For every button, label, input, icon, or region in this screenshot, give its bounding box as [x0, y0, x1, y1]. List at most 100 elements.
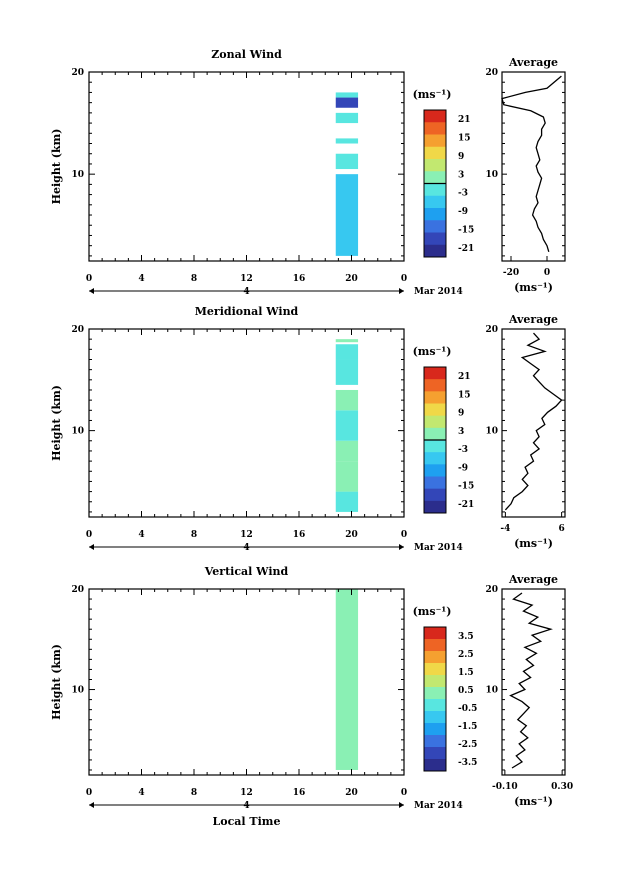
- average-x-tick-label: 0: [544, 268, 550, 278]
- colorbar-tick-label: 3.5: [458, 632, 474, 642]
- colorbar-segment: [424, 663, 446, 676]
- average-profile-line: [501, 75, 562, 252]
- colorbar-tick-label: -15: [458, 225, 474, 235]
- colorbar-segment: [424, 699, 446, 712]
- colorbar-segment: [424, 651, 446, 664]
- colorbar-tick-label: -3: [458, 189, 468, 199]
- colorbar-segment: [424, 500, 446, 514]
- average-frame: [501, 328, 566, 518]
- heatmap-cell-4: [335, 97, 359, 108]
- panel-title: Vertical Wind: [204, 565, 289, 578]
- colorbar-segment: [424, 195, 446, 209]
- x-tick-label: 20: [345, 530, 358, 540]
- y-axis-label: Height (km): [50, 385, 63, 461]
- date-axis-end-marker: [399, 802, 404, 808]
- heatmap-cell-1: [335, 461, 359, 492]
- colorbar-segment: [424, 488, 446, 502]
- colorbar-segment: [424, 134, 446, 148]
- average-x-tick-label: 6: [558, 524, 564, 534]
- panel-0: [88, 71, 566, 294]
- date-day-label: 4: [243, 543, 249, 553]
- colorbar-segment: [424, 440, 446, 453]
- heatmap-cell-3: [335, 112, 359, 124]
- date-month-label: Mar 2014: [414, 801, 463, 811]
- colorbar-segment: [424, 208, 446, 221]
- y-tick-label: 20: [71, 325, 84, 335]
- colorbar-tick-label: 3: [458, 170, 464, 180]
- y-axis-label: Height (km): [50, 644, 63, 720]
- colorbar-segment: [424, 122, 446, 135]
- colorbar-segment: [424, 367, 446, 380]
- date-axis-start-marker: [89, 802, 94, 808]
- heatmap-cell-5: [335, 359, 359, 385]
- x-tick-label: 16: [293, 274, 306, 284]
- colorbar-frame: [423, 626, 447, 772]
- colorbar-segment: [424, 675, 446, 688]
- average-x-label: (ms⁻¹): [514, 795, 553, 808]
- colorbar-segment: [424, 759, 446, 772]
- colorbar-tick-label: 21: [458, 115, 471, 125]
- date-day-label: 4: [243, 801, 249, 811]
- x-tick-label: 4: [138, 274, 144, 284]
- colorbar-segment: [424, 687, 446, 700]
- x-tick-label: 16: [293, 530, 306, 540]
- colorbar-tick-label: -0.5: [458, 704, 477, 714]
- average-x-tick-label: -4: [500, 524, 510, 534]
- colorbar-tick-label: -15: [458, 482, 474, 492]
- colorbar-unit: (ms⁻¹): [413, 605, 452, 618]
- colorbar-unit: (ms⁻¹): [413, 345, 452, 358]
- colorbar-tick-label: 9: [458, 409, 464, 419]
- x-tick-label: 16: [293, 788, 306, 798]
- x-tick-label: 20: [345, 788, 358, 798]
- heatmap-cell-3: [335, 410, 359, 441]
- panel-title: Zonal Wind: [211, 48, 282, 61]
- y-axis-label: Height (km): [50, 129, 63, 205]
- average-x-tick-label: 0.30: [551, 782, 573, 792]
- colorbar-segment: [424, 427, 446, 441]
- colorbar-tick-label: 0.5: [458, 686, 474, 696]
- panel-2: [88, 588, 566, 808]
- colorbar-tick-label: -9: [458, 463, 468, 473]
- y-tick-label: 10: [71, 427, 84, 437]
- average-profile-line: [504, 332, 563, 511]
- colorbar-segment: [424, 403, 446, 417]
- panel-1: [88, 328, 566, 550]
- heatmap-cell-4: [335, 389, 359, 411]
- x-axis-label: Local Time: [213, 815, 281, 828]
- colorbar-tick-label: -21: [458, 244, 474, 254]
- average-x-label: (ms⁻¹): [514, 281, 553, 294]
- colorbar-segment: [424, 735, 446, 748]
- colorbar-segment: [424, 244, 446, 258]
- colorbar-segment: [424, 183, 446, 197]
- colorbar-tick-label: 1.5: [458, 668, 474, 678]
- colorbar-tick-label: 2.5: [458, 650, 474, 660]
- x-tick-label: 0: [401, 274, 407, 284]
- x-tick-label: 0: [86, 788, 92, 798]
- heatmap-cell-7: [335, 339, 359, 343]
- average-y-tick-label: 10: [485, 170, 498, 180]
- heatmap-cell-0: [335, 174, 359, 256]
- colorbar-segment: [424, 146, 446, 160]
- colorbar-tick-label: -3.5: [458, 758, 477, 768]
- average-frame: [501, 71, 566, 262]
- date-axis-end-marker: [399, 288, 404, 294]
- colorbar-segment: [424, 379, 446, 392]
- average-x-tick-label: -0.10: [492, 782, 518, 792]
- y-tick-label: 20: [71, 68, 84, 78]
- x-tick-label: 4: [138, 530, 144, 540]
- heatmap-cell-2: [335, 138, 359, 144]
- heatmap-cell-2: [335, 440, 359, 462]
- panel-title: Meridional Wind: [195, 305, 299, 318]
- date-axis-start-marker: [89, 544, 94, 550]
- colorbar-tick-label: -3: [458, 445, 468, 455]
- colorbar-segment: [424, 747, 446, 760]
- colorbar-segment: [424, 627, 446, 640]
- x-tick-label: 0: [401, 788, 407, 798]
- colorbar-segment: [424, 415, 446, 429]
- date-axis-start-marker: [89, 288, 94, 294]
- x-tick-label: 12: [240, 788, 253, 798]
- colorbar-segment: [424, 220, 446, 233]
- colorbar-segment: [424, 452, 446, 465]
- x-tick-label: 12: [240, 530, 253, 540]
